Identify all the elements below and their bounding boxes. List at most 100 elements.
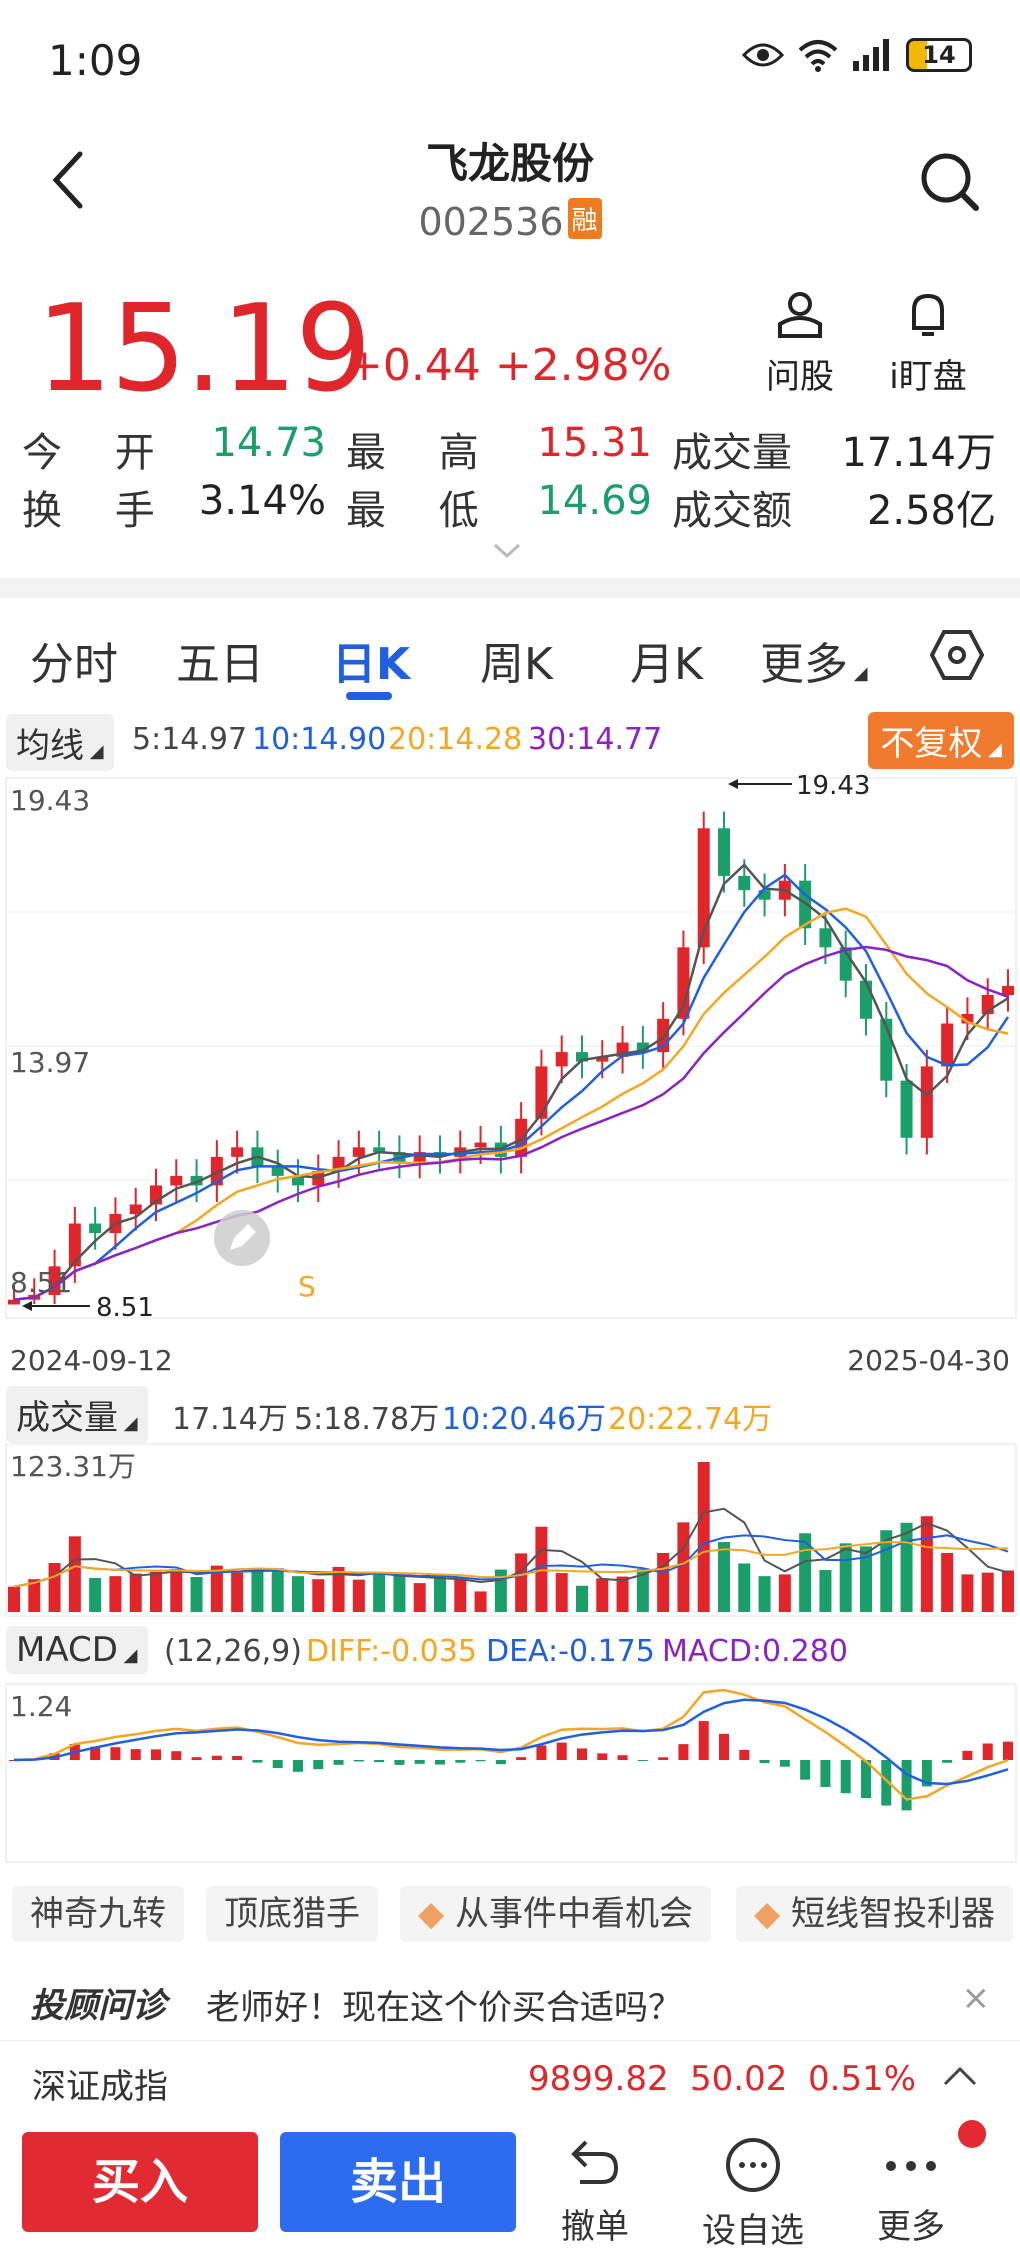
adjust-selector[interactable]: 不复权 ◢ <box>868 712 1014 769</box>
volume-bar <box>555 1573 568 1612</box>
clock: 1:09 <box>48 36 143 85</box>
price-change: +0.44 +2.98% <box>346 340 672 391</box>
macd-bar <box>353 1760 364 1762</box>
candle-body <box>677 947 690 1019</box>
ma-legend-bar: 均线 ◢ 5:14.97 10:14.90 20:14.28 30:14.77 … <box>0 712 1020 771</box>
candle-body <box>170 1175 183 1186</box>
volume-bar <box>738 1563 751 1612</box>
macd-bar <box>516 1757 527 1760</box>
tab-more[interactable]: 更多 ◢ <box>760 628 868 692</box>
back-arrow-icon[interactable] <box>48 150 88 210</box>
candle-body <box>555 1052 568 1067</box>
more-dots-icon <box>886 2161 936 2171</box>
undo-icon <box>571 2140 619 2184</box>
tag-top-bottom[interactable]: 顶底猎手 <box>206 1886 378 1942</box>
amount-value: 2.58亿 <box>866 488 996 534</box>
macd-bar <box>637 1760 648 1761</box>
tab-daily-k[interactable]: 日K <box>332 639 411 690</box>
macd-bar <box>374 1760 385 1763</box>
watch-button[interactable]: i盯盘 <box>878 290 978 398</box>
macd-bar <box>719 1733 729 1760</box>
stock-code: 002536 <box>418 200 564 244</box>
add-watchlist-button[interactable]: 设自选 <box>698 2136 808 2252</box>
macd-bar <box>151 1749 161 1760</box>
volume-bar <box>312 1579 325 1612</box>
amount-label: 成交额 <box>672 488 792 534</box>
volume-value: 17.14万 <box>841 430 996 476</box>
stock-code-row: 002536 融 <box>0 198 1020 244</box>
macd-bar <box>597 1753 608 1760</box>
expand-chevron-icon[interactable] <box>492 542 522 560</box>
vol-ma20-line <box>13 1541 1009 1588</box>
chevron-up-icon[interactable] <box>942 2065 978 2087</box>
bell-icon <box>912 293 944 336</box>
adviser-banner[interactable]: 投顾问诊 老师好！现在这个价买合适吗？ × <box>6 1970 1014 2030</box>
adviser-brand: 投顾问诊 <box>30 1986 166 2026</box>
macd-chart[interactable]: 1.24 <box>0 1680 1020 1866</box>
ask-stock-button[interactable]: 问股 <box>750 290 850 398</box>
macd-bar <box>617 1755 628 1760</box>
volume-chart[interactable]: 123.31万 <box>0 1440 1020 1620</box>
candle-body <box>758 890 771 900</box>
volume-bar <box>271 1568 284 1612</box>
date-start: 2024-09-12 <box>10 1344 173 1377</box>
volume-bar <box>373 1572 386 1612</box>
macd-bar <box>840 1760 851 1794</box>
watchlist-icon <box>726 2138 780 2192</box>
macd-bar <box>293 1760 303 1772</box>
macd-bar <box>779 1760 790 1767</box>
candle-body <box>89 1223 102 1234</box>
volume-selector[interactable]: 成交量 ◢ <box>6 1386 148 1443</box>
diamond-icon: ◆ <box>754 1894 791 1934</box>
macd-bar <box>435 1760 445 1765</box>
ma20-line <box>13 907 1009 1301</box>
kline-chart[interactable]: 19.43 13.97 8.51 19.43 8.51 S 2024-09-12… <box>0 772 1020 1382</box>
tab-monthly-k[interactable]: 月K <box>630 639 703 690</box>
macd-frame <box>5 1683 1017 1863</box>
sell-button[interactable]: 卖出 <box>280 2132 516 2232</box>
tag-event-opportunity[interactable]: ◆ 从事件中看机会 <box>400 1886 711 1942</box>
macd-bar <box>414 1760 425 1764</box>
volume-bar <box>941 1552 954 1612</box>
add-watchlist-label: 设自选 <box>702 2211 804 2251</box>
wifi-icon <box>798 40 838 72</box>
macd-dea: DEA:-0.175 <box>486 1634 655 1669</box>
volume-ymax: 123.31万 <box>10 1450 136 1483</box>
macd-bar <box>9 1760 19 1761</box>
cancel-order-label: 撤单 <box>561 2207 629 2247</box>
ma-selector[interactable]: 均线 ◢ <box>6 714 114 771</box>
settings-hexagon-icon[interactable] <box>930 628 984 682</box>
macd-bar <box>475 1760 486 1762</box>
macd-bar <box>982 1743 993 1760</box>
adjust-label: 不复权 <box>880 724 983 764</box>
more-button[interactable]: 更多 <box>856 2136 966 2248</box>
cancel-order-button[interactable]: 撤单 <box>540 2136 650 2248</box>
buy-button[interactable]: 买入 <box>22 2132 258 2232</box>
tab-five-day[interactable]: 五日 <box>176 639 264 690</box>
macd-bar <box>556 1742 567 1760</box>
tag-short-term[interactable]: ◆ 短线智投利器 <box>736 1886 1013 1942</box>
search-icon[interactable] <box>918 150 982 214</box>
ma30-line <box>13 945 1009 1301</box>
section-divider <box>0 578 1020 598</box>
tab-intraday[interactable]: 分时 <box>30 639 118 690</box>
candle-body <box>697 828 710 948</box>
ma10-value: 10:14.90 <box>252 722 387 757</box>
stock-header: 飞龙股份 002536 融 <box>0 120 1020 270</box>
volume-current: 17.14万 <box>172 1402 288 1437</box>
volume-bar <box>109 1576 122 1612</box>
macd-selector[interactable]: MACD ◢ <box>6 1626 148 1674</box>
low-label: 最 低 <box>346 488 499 534</box>
diff-line <box>13 1688 1009 1801</box>
index-bar[interactable]: 深证成指 9899.82 50.02 0.51% <box>0 2040 1020 2110</box>
candle-body <box>738 875 751 891</box>
ask-stock-label: 问股 <box>766 357 834 397</box>
tab-weekly-k[interactable]: 周K <box>480 639 553 690</box>
volume-bar <box>920 1516 933 1612</box>
macd-bar <box>495 1760 506 1765</box>
tag-nine-turns[interactable]: 神奇九转 <box>12 1886 184 1942</box>
candle-body <box>129 1204 142 1214</box>
macd-diff: DIFF:-0.035 <box>306 1634 477 1669</box>
eye-icon <box>742 43 784 67</box>
close-icon[interactable]: × <box>961 1978 991 2018</box>
